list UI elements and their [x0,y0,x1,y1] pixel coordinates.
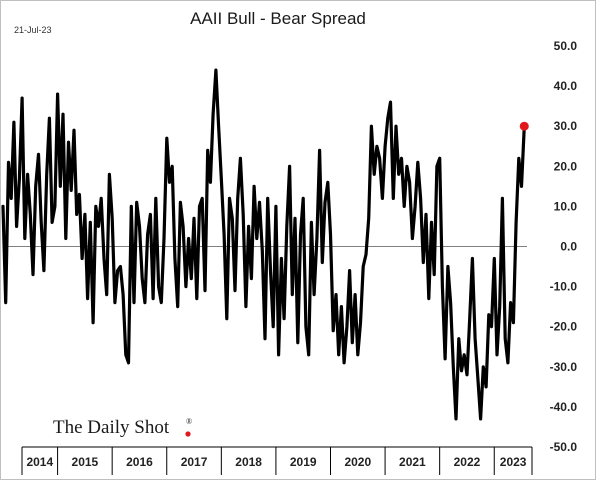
y-tick-label: -40.0 [550,400,578,414]
x-tick-label: 2022 [454,455,481,469]
y-tick-label: 0.0 [560,240,577,254]
last-data-point [519,121,529,131]
y-tick-label: -10.0 [550,280,578,294]
series-layer [1,68,529,421]
logo-text: The Daily Shot [53,417,170,438]
x-tick-label: 2018 [235,455,262,469]
y-axis: 50.0 40.0 30.0 20.0 10.0 0.0 -10.0 -20.0 -30.0 -4… [550,39,578,454]
logo-dot [185,431,191,437]
chart-date: 21-Jul-23 [14,25,52,35]
y-tick-label: -30.0 [550,360,578,374]
series-line [1,68,526,421]
x-tick-label: 2017 [181,455,208,469]
chart-title: AAII Bull - Bear Spread [190,9,366,28]
x-tick-label: 2021 [399,455,426,469]
y-tick-label: 40.0 [554,79,578,93]
x-axis: 2014 2015 2016 2017 2018 2019 2020 2021 2022 2023 [21,446,533,475]
daily-shot-logo: The Daily Shot ® [53,417,192,438]
x-tick-label: 2019 [290,455,317,469]
y-tick-label: -20.0 [550,320,578,334]
x-tick-label: 2015 [72,455,99,469]
y-tick-label: 30.0 [554,119,578,133]
x-tick-label: 2020 [344,455,371,469]
y-tick-label: -50.0 [550,440,578,454]
x-tick-label: 2014 [26,455,53,469]
y-tick-label: 50.0 [554,39,578,53]
y-tick-label: 10.0 [554,199,578,213]
x-tick-label: 2023 [500,455,527,469]
logo-registered-mark: ® [186,417,192,426]
y-tick-label: 20.0 [554,159,578,173]
x-tick-label: 2016 [126,455,153,469]
